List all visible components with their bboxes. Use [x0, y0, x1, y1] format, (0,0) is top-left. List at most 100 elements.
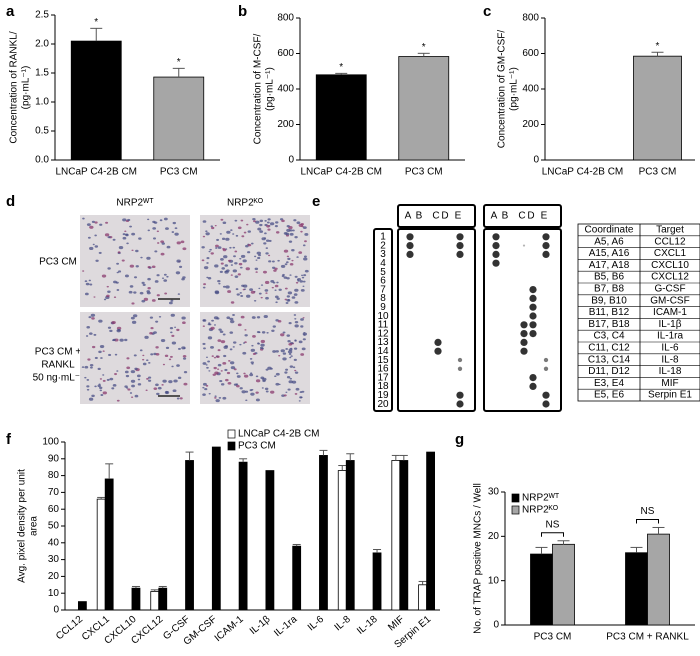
cell [274, 267, 278, 270]
row-number: 17 [377, 372, 389, 383]
cell [286, 255, 290, 258]
cell [124, 274, 129, 278]
cell [155, 320, 159, 323]
cell [100, 357, 103, 359]
cell [250, 242, 254, 245]
cell [208, 250, 211, 253]
cell [230, 274, 233, 276]
cell [266, 331, 269, 334]
cell [144, 335, 149, 339]
cell [295, 387, 300, 391]
cell [250, 290, 256, 294]
blot-spot [492, 242, 500, 250]
cell [84, 280, 88, 283]
cell [289, 274, 292, 276]
cell [293, 293, 298, 296]
cell [206, 262, 209, 264]
cell [299, 391, 303, 394]
cell [142, 358, 145, 361]
cell [253, 299, 257, 302]
cell [179, 265, 183, 268]
cell [213, 324, 217, 326]
cell [223, 345, 228, 349]
cell [84, 365, 89, 369]
cell [236, 372, 239, 375]
cell [133, 354, 137, 357]
bar [530, 553, 553, 626]
bar [70, 40, 122, 161]
cell [226, 371, 231, 375]
cell [259, 346, 264, 349]
cell [203, 266, 209, 270]
cell [145, 359, 149, 362]
cell [284, 287, 288, 290]
column-letter: B [416, 211, 423, 222]
cell [270, 390, 275, 394]
cell [214, 291, 220, 295]
cell [205, 356, 209, 359]
cell [283, 249, 289, 253]
table-cell: B11, B12 [589, 307, 630, 318]
y-tick-label: 20 [48, 571, 60, 582]
cell [234, 275, 239, 278]
cell [148, 362, 151, 364]
cell [293, 347, 298, 350]
cell [88, 279, 91, 282]
cell [131, 302, 135, 305]
blot-spot [529, 312, 537, 320]
cell [174, 326, 177, 328]
cell [275, 382, 280, 386]
blot-spot [542, 391, 550, 399]
column-letter: E [455, 211, 462, 222]
cell [216, 355, 220, 358]
cell [154, 250, 158, 253]
cell [238, 262, 243, 266]
cell [240, 315, 245, 319]
cell [99, 344, 105, 349]
cell [244, 334, 248, 337]
cell [134, 367, 138, 371]
cell [217, 246, 222, 249]
cell [227, 290, 232, 293]
cell [226, 316, 231, 320]
cell [98, 251, 102, 254]
x-tick-label: PC3 CM [534, 632, 572, 643]
row-number: 13 [377, 337, 389, 348]
table-cell: CXCL10 [651, 260, 689, 271]
cell [161, 277, 165, 279]
cell [226, 269, 230, 272]
cell [223, 354, 227, 358]
cell [304, 240, 307, 243]
cell [261, 331, 266, 334]
bar [337, 470, 347, 611]
blot-spot [492, 250, 500, 258]
cell [294, 371, 299, 374]
cell [268, 254, 271, 257]
cell [136, 374, 141, 378]
cell [289, 377, 293, 380]
cell [116, 399, 120, 402]
significance-mark: * [94, 17, 98, 28]
y-axis-label: Concentration of RANKL/ [9, 31, 20, 144]
cell [249, 288, 254, 291]
cell [232, 346, 235, 348]
table-cell: Serpin E1 [648, 390, 692, 401]
cell [224, 264, 229, 267]
cell [119, 338, 124, 342]
cell [88, 397, 94, 401]
cell [151, 265, 156, 269]
cell [289, 232, 294, 236]
cell [151, 299, 156, 302]
cell [283, 232, 288, 235]
cell [294, 235, 298, 239]
cell [215, 247, 218, 249]
cell [280, 349, 285, 353]
cell [268, 260, 272, 263]
cell [262, 270, 267, 274]
cell [94, 221, 98, 224]
cell [113, 280, 117, 284]
cell [288, 348, 293, 352]
cell [102, 391, 108, 395]
cell [264, 289, 269, 292]
cell [275, 221, 279, 224]
